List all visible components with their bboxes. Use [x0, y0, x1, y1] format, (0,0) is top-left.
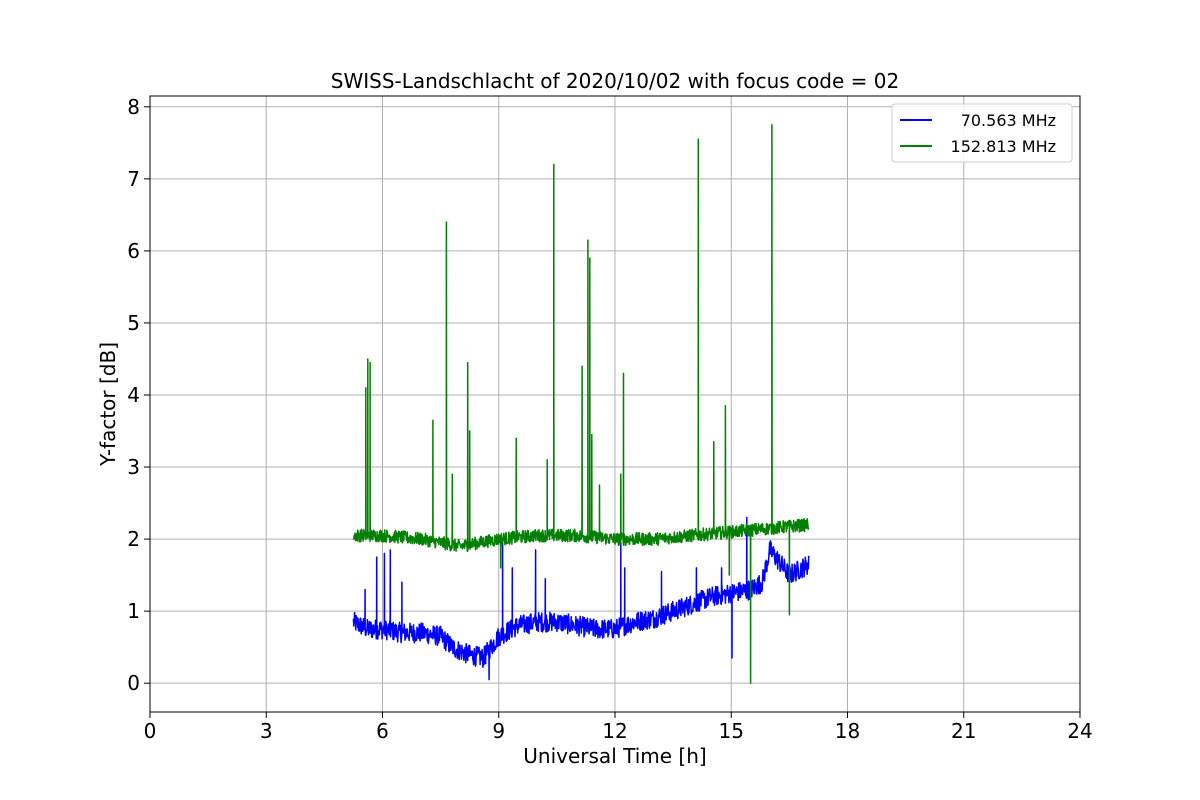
legend-label: 70.563 MHz [961, 111, 1056, 130]
x-tick-label: 18 [835, 719, 860, 743]
y-tick-label: 3 [127, 455, 140, 479]
y-tick-label: 6 [127, 239, 140, 263]
x-tick-label: 24 [1067, 719, 1092, 743]
x-tick-label: 12 [602, 719, 627, 743]
x-tick-label: 9 [492, 719, 505, 743]
y-tick-label: 4 [127, 383, 140, 407]
x-tick-label: 0 [144, 719, 157, 743]
legend-box [891, 103, 1073, 163]
legend: 70.563 MHz 152.813 MHz [891, 103, 1073, 163]
x-axis-label: Universal Time [h] [523, 744, 706, 768]
y-tick-label: 2 [127, 527, 140, 551]
x-tick-label: 3 [260, 719, 273, 743]
y-tick-label: 0 [127, 671, 140, 695]
x-tick-label: 21 [951, 719, 976, 743]
series-layer [352, 124, 810, 684]
legend-label: 152.813 MHz [951, 137, 1056, 156]
chart-title: SWISS-Landschlacht of 2020/10/02 with fo… [331, 69, 899, 93]
x-tick-label: 15 [719, 719, 744, 743]
x-tick-label: 6 [376, 719, 389, 743]
series-line-2 [352, 124, 810, 684]
y-tick-label: 1 [127, 599, 140, 623]
y-axis-label: Y-factor [dB] [96, 342, 120, 467]
y-tick-label: 7 [127, 167, 140, 191]
y-tick-label: 8 [127, 95, 140, 119]
series-line-1 [352, 516, 810, 681]
y-tick-label: 5 [127, 311, 140, 335]
